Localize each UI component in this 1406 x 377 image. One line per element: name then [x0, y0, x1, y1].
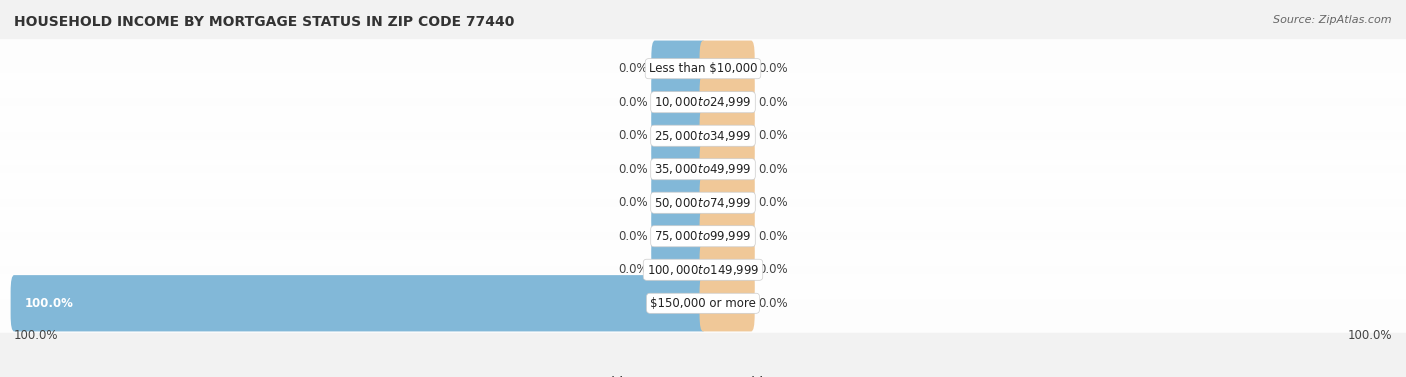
Text: 0.0%: 0.0%	[619, 129, 648, 142]
FancyBboxPatch shape	[0, 173, 1406, 232]
FancyBboxPatch shape	[651, 175, 706, 231]
Text: $10,000 to $24,999: $10,000 to $24,999	[654, 95, 752, 109]
Text: 0.0%: 0.0%	[758, 129, 787, 142]
Text: 0.0%: 0.0%	[758, 62, 787, 75]
FancyBboxPatch shape	[651, 208, 706, 264]
Text: 0.0%: 0.0%	[758, 230, 787, 243]
Text: 0.0%: 0.0%	[758, 96, 787, 109]
Text: 0.0%: 0.0%	[619, 230, 648, 243]
FancyBboxPatch shape	[651, 107, 706, 164]
FancyBboxPatch shape	[0, 73, 1406, 132]
Text: $50,000 to $74,999: $50,000 to $74,999	[654, 196, 752, 210]
FancyBboxPatch shape	[651, 74, 706, 130]
FancyBboxPatch shape	[11, 275, 706, 331]
FancyBboxPatch shape	[700, 74, 755, 130]
Text: 0.0%: 0.0%	[619, 163, 648, 176]
Text: 0.0%: 0.0%	[619, 96, 648, 109]
Text: $150,000 or more: $150,000 or more	[650, 297, 756, 310]
FancyBboxPatch shape	[700, 107, 755, 164]
FancyBboxPatch shape	[700, 41, 755, 97]
FancyBboxPatch shape	[0, 106, 1406, 165]
Text: $100,000 to $149,999: $100,000 to $149,999	[647, 263, 759, 277]
Text: Source: ZipAtlas.com: Source: ZipAtlas.com	[1274, 15, 1392, 25]
Text: $75,000 to $99,999: $75,000 to $99,999	[654, 229, 752, 243]
Text: 0.0%: 0.0%	[758, 196, 787, 209]
Text: 100.0%: 100.0%	[14, 329, 59, 342]
FancyBboxPatch shape	[700, 175, 755, 231]
FancyBboxPatch shape	[0, 240, 1406, 299]
Text: $25,000 to $34,999: $25,000 to $34,999	[654, 129, 752, 143]
Text: 0.0%: 0.0%	[619, 196, 648, 209]
FancyBboxPatch shape	[0, 39, 1406, 98]
Text: HOUSEHOLD INCOME BY MORTGAGE STATUS IN ZIP CODE 77440: HOUSEHOLD INCOME BY MORTGAGE STATUS IN Z…	[14, 15, 515, 29]
FancyBboxPatch shape	[700, 208, 755, 264]
FancyBboxPatch shape	[0, 140, 1406, 199]
Text: 100.0%: 100.0%	[24, 297, 73, 310]
Text: 100.0%: 100.0%	[1347, 329, 1392, 342]
FancyBboxPatch shape	[0, 207, 1406, 266]
FancyBboxPatch shape	[651, 41, 706, 97]
Text: Less than $10,000: Less than $10,000	[648, 62, 758, 75]
FancyBboxPatch shape	[700, 275, 755, 331]
FancyBboxPatch shape	[651, 242, 706, 298]
FancyBboxPatch shape	[0, 274, 1406, 333]
Text: $35,000 to $49,999: $35,000 to $49,999	[654, 162, 752, 176]
Text: 0.0%: 0.0%	[619, 62, 648, 75]
FancyBboxPatch shape	[700, 242, 755, 298]
FancyBboxPatch shape	[700, 141, 755, 198]
Text: 0.0%: 0.0%	[619, 263, 648, 276]
FancyBboxPatch shape	[651, 141, 706, 198]
Text: 0.0%: 0.0%	[758, 263, 787, 276]
Legend: Without Mortgage, With Mortgage: Without Mortgage, With Mortgage	[579, 376, 827, 377]
Text: 0.0%: 0.0%	[758, 163, 787, 176]
Text: 0.0%: 0.0%	[758, 297, 787, 310]
